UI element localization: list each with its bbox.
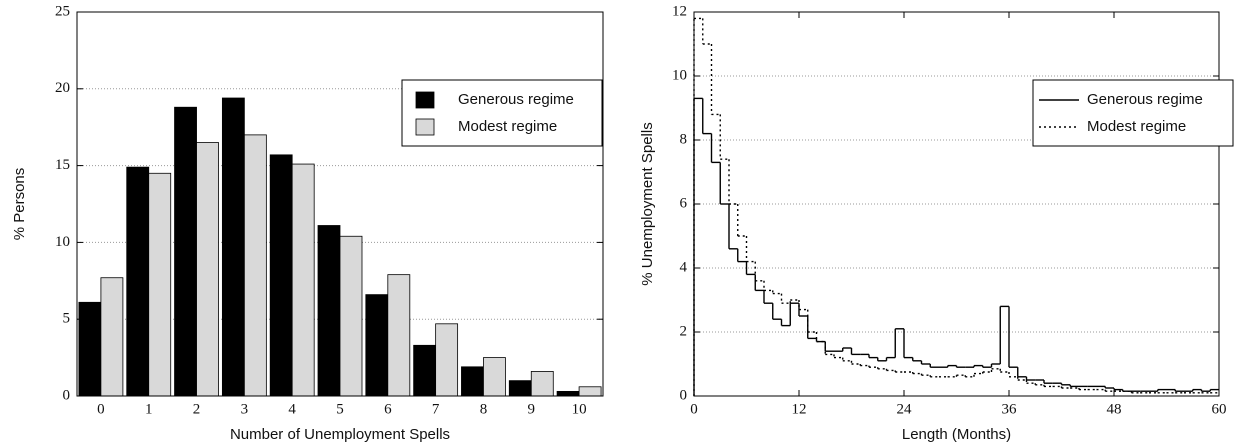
legend-swatch [415,91,435,109]
bar [339,235,363,397]
y-tick-label: 12 [672,3,687,19]
x-tick-label: 2 [193,401,201,417]
y-tick-label: 25 [55,3,70,19]
legend-swatch [415,118,435,136]
legend-box [401,79,603,147]
x-tick-label: 7 [432,401,440,417]
bar [578,386,602,397]
x-tick-label: 0 [97,401,105,417]
bar [530,371,554,397]
y-tick-label: 10 [672,67,687,83]
bar [148,172,172,397]
bar [243,134,267,397]
y-tick-label: 20 [55,80,70,96]
x-tick-label: 1 [145,401,153,417]
x-tick-label: 8 [480,401,488,417]
bar [317,225,341,397]
plot-frame [76,11,604,397]
x-tick-label: 10 [572,401,587,417]
legend: Generous regime Modest regime [1032,79,1234,147]
legend-label: Generous regime [458,91,574,108]
x-axis-label: Length (Months) [902,426,1011,443]
legend-label: Generous regime [1087,91,1203,108]
y-tick-label: 15 [55,157,70,173]
bar [435,323,459,397]
bar [461,366,484,397]
x-tick-label: 48 [1107,401,1122,417]
bar [508,380,532,397]
x-tick-label: 3 [241,401,249,417]
y-tick-label: 2 [680,323,688,339]
y-tick-label: 0 [63,387,71,403]
y-tick-label: 0 [680,387,688,403]
x-tick-label: 12 [792,401,807,417]
bar [413,344,437,397]
bar [269,154,293,397]
y-tick-label: 4 [680,259,688,275]
x-tick-label: 5 [336,401,344,417]
legend-label: Modest regime [1087,118,1186,135]
y-tick-label: 6 [680,195,688,211]
y-axis-label: % Persons [11,168,28,241]
x-tick-label: 60 [1212,401,1227,417]
plot-frame [693,11,1220,397]
bar [556,390,580,397]
bar [291,163,315,397]
y-tick-label: 10 [55,234,70,250]
bar [126,166,150,397]
x-tick-label: 36 [1002,401,1018,417]
bar [174,106,197,397]
x-tick-label: 24 [897,401,913,417]
x-axis-label: Number of Unemployment Spells [230,426,450,443]
x-tick-label: 6 [384,401,392,417]
legend-box [1032,79,1234,147]
bar [221,97,245,397]
bar [483,357,506,397]
legend-label: Modest regime [458,118,557,135]
legend: Generous regime Modest regime [401,79,603,147]
y-tick-label: 8 [680,131,688,147]
x-tick-label: 0 [690,401,698,417]
y-axis-label: % Unemployment Spells [639,122,656,285]
bar [100,277,124,397]
bar [365,294,389,397]
bar [387,274,411,397]
y-tick-label: 5 [63,311,71,327]
x-tick-label: 4 [288,401,296,417]
bar [78,301,102,397]
bar [196,142,219,397]
x-tick-label: 9 [528,401,536,417]
